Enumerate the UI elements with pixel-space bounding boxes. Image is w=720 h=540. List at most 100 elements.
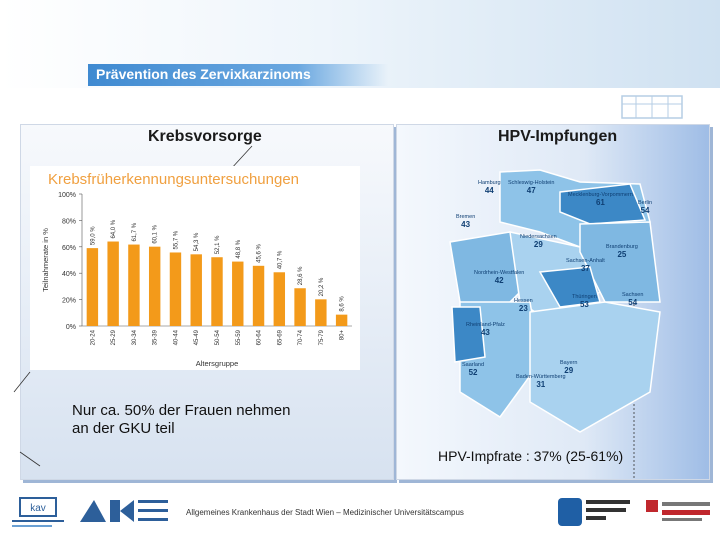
- map-state-name: Berlin: [638, 200, 653, 206]
- footer-text: Allgemeines Krankenhaus der Stadt Wien –…: [186, 508, 464, 517]
- x-tick-label: 75-79: [319, 329, 325, 345]
- bar-value-label: 61,7 %: [132, 222, 138, 241]
- hpv-rate-text: HPV-Impfrate : 37% (25-61%): [438, 448, 624, 464]
- bar: [211, 257, 223, 326]
- bar-value-label: 8,6 %: [340, 296, 346, 312]
- map-state-value: 37: [580, 264, 590, 273]
- bar: [315, 299, 327, 326]
- map-state-value: 44: [484, 186, 494, 195]
- map-state-value: 42: [494, 276, 504, 285]
- building-logo-icon: [621, 95, 683, 119]
- kav-logo-icon: kav: [12, 497, 64, 527]
- map-east: [579, 221, 661, 303]
- medizinische-universitaet-logo-icon: [558, 498, 630, 526]
- map-state-label: Hamburg 44: [478, 180, 501, 195]
- map-state-value: 47: [526, 186, 536, 195]
- map-state-label: Bremen 43: [456, 214, 475, 229]
- map-state-label: Nordrhein-Westfalen 42: [474, 270, 524, 285]
- svg-text:kav: kav: [30, 503, 46, 514]
- map-state-value: 23: [518, 304, 528, 313]
- x-tick-label: 60-64: [257, 329, 263, 345]
- map-state-value: 53: [579, 300, 589, 309]
- note-text: Nur ca. 50% der Frauen nehmen an der GKU…: [72, 402, 372, 438]
- bar: [335, 314, 348, 326]
- x-tick-label: 80+: [340, 330, 346, 341]
- map-state-name: Schleswig-Holstein: [508, 180, 555, 186]
- map-state-name: Mecklenburg-Vorpommern: [568, 192, 633, 198]
- x-axis-label: Altersgruppe: [196, 359, 239, 368]
- map-state-value: 43: [461, 220, 471, 229]
- bar: [169, 252, 182, 326]
- map-state-label: Thüringen 53: [572, 294, 597, 309]
- map-state-label: Sachsen-Anhalt 37: [566, 258, 605, 273]
- map-state-value: 61: [595, 198, 605, 207]
- map-state-label: Saarland 52: [462, 362, 484, 377]
- x-tick-label: 45-49: [194, 329, 200, 345]
- bar: [107, 241, 119, 326]
- bar-value-label: 52,1 %: [215, 235, 221, 254]
- map-state-label: Hessen 23: [514, 298, 533, 313]
- map-mecklenburg: [559, 183, 647, 225]
- map-state-value: 29: [533, 240, 543, 249]
- title-bar: [88, 64, 388, 86]
- bar-value-label: 48,8 %: [236, 239, 242, 258]
- map-state-label: Berlin 54: [638, 200, 652, 215]
- map-state-value: 54: [640, 206, 650, 215]
- map-state-name: Hessen: [514, 298, 533, 304]
- akh-logo-icon: [80, 500, 168, 522]
- map-state-name: Baden-Württemberg: [516, 374, 566, 380]
- bar: [190, 254, 202, 326]
- note-line-2: an der GKU teil: [72, 420, 175, 437]
- x-tick-label: 30-34: [132, 329, 138, 345]
- map-state-label: Mecklenburg-Vorpommern 61: [568, 192, 633, 207]
- bar-chart: 0% 20% 40% 60% 80% 100% Teilnahmerate in % 59,0…: [41, 192, 352, 368]
- germany-map: [449, 169, 661, 433]
- hpv-heading: HPV-Impfungen: [498, 128, 618, 145]
- map-state-name: Bayern: [560, 360, 578, 366]
- x-tick-label: 50-54: [215, 329, 221, 345]
- map-state-label: Rheinland-Pfalz 43: [466, 322, 505, 337]
- map-state-name: Sachsen-Anhalt: [566, 258, 605, 264]
- x-tick-label: 55-59: [236, 329, 242, 345]
- y-tick-label: 80%: [62, 218, 76, 225]
- y-tick-label: 0%: [66, 324, 76, 331]
- bar-value-label: 40,7 %: [277, 250, 283, 269]
- x-tick-label: 65-69: [277, 329, 283, 345]
- map-state-value: 52: [468, 368, 478, 377]
- map-state-label: Bayern 29: [560, 360, 577, 375]
- map-state-name: Rheinland-Pfalz: [466, 322, 505, 328]
- bar-value-label: 64,0 %: [111, 219, 117, 238]
- bar: [148, 246, 161, 326]
- bar: [294, 288, 306, 326]
- x-tick-label: 35-39: [153, 329, 159, 345]
- bar-value-label: 20,2 %: [319, 277, 325, 296]
- map-state-value: 54: [628, 298, 638, 307]
- map-state-value: 29: [564, 366, 574, 375]
- chart-title: Krebsfrüherkennungsuntersuchungen: [48, 171, 300, 188]
- y-tick-label: 20%: [62, 298, 76, 305]
- y-tick-label: 40%: [62, 271, 76, 278]
- bar: [273, 272, 286, 326]
- quality-certified-logo-icon: [646, 500, 710, 521]
- map-state-name: Thüringen: [572, 294, 597, 300]
- map-state-value: 31: [536, 380, 546, 389]
- map-state-value: 43: [480, 328, 490, 337]
- map-bayern: [529, 301, 661, 433]
- x-tick-label: 20-24: [90, 329, 96, 345]
- map-state-label: Schleswig-Holstein 47: [508, 180, 554, 195]
- map-state-name: Hamburg: [478, 180, 501, 186]
- map-state-value: 25: [617, 250, 627, 259]
- map-state-label: Baden-Württemberg 31: [516, 374, 566, 389]
- map-state-name: Nordrhein-Westfalen: [474, 270, 525, 276]
- bar-value-label: 28,6 %: [298, 266, 304, 285]
- map-state-name: Sachsen: [622, 292, 644, 298]
- map-rlp: [451, 306, 486, 363]
- x-tick-label: 25-29: [111, 329, 117, 345]
- x-tick-label: 40-44: [173, 329, 179, 345]
- map-state-label: Sachsen 54: [622, 292, 643, 307]
- bar-value-label: 60,1 %: [153, 224, 159, 243]
- bar: [252, 265, 265, 326]
- krebsvorsorge-heading: Krebsvorsorge: [148, 128, 262, 145]
- x-tick-label: 70-74: [298, 329, 304, 345]
- bar: [232, 261, 244, 326]
